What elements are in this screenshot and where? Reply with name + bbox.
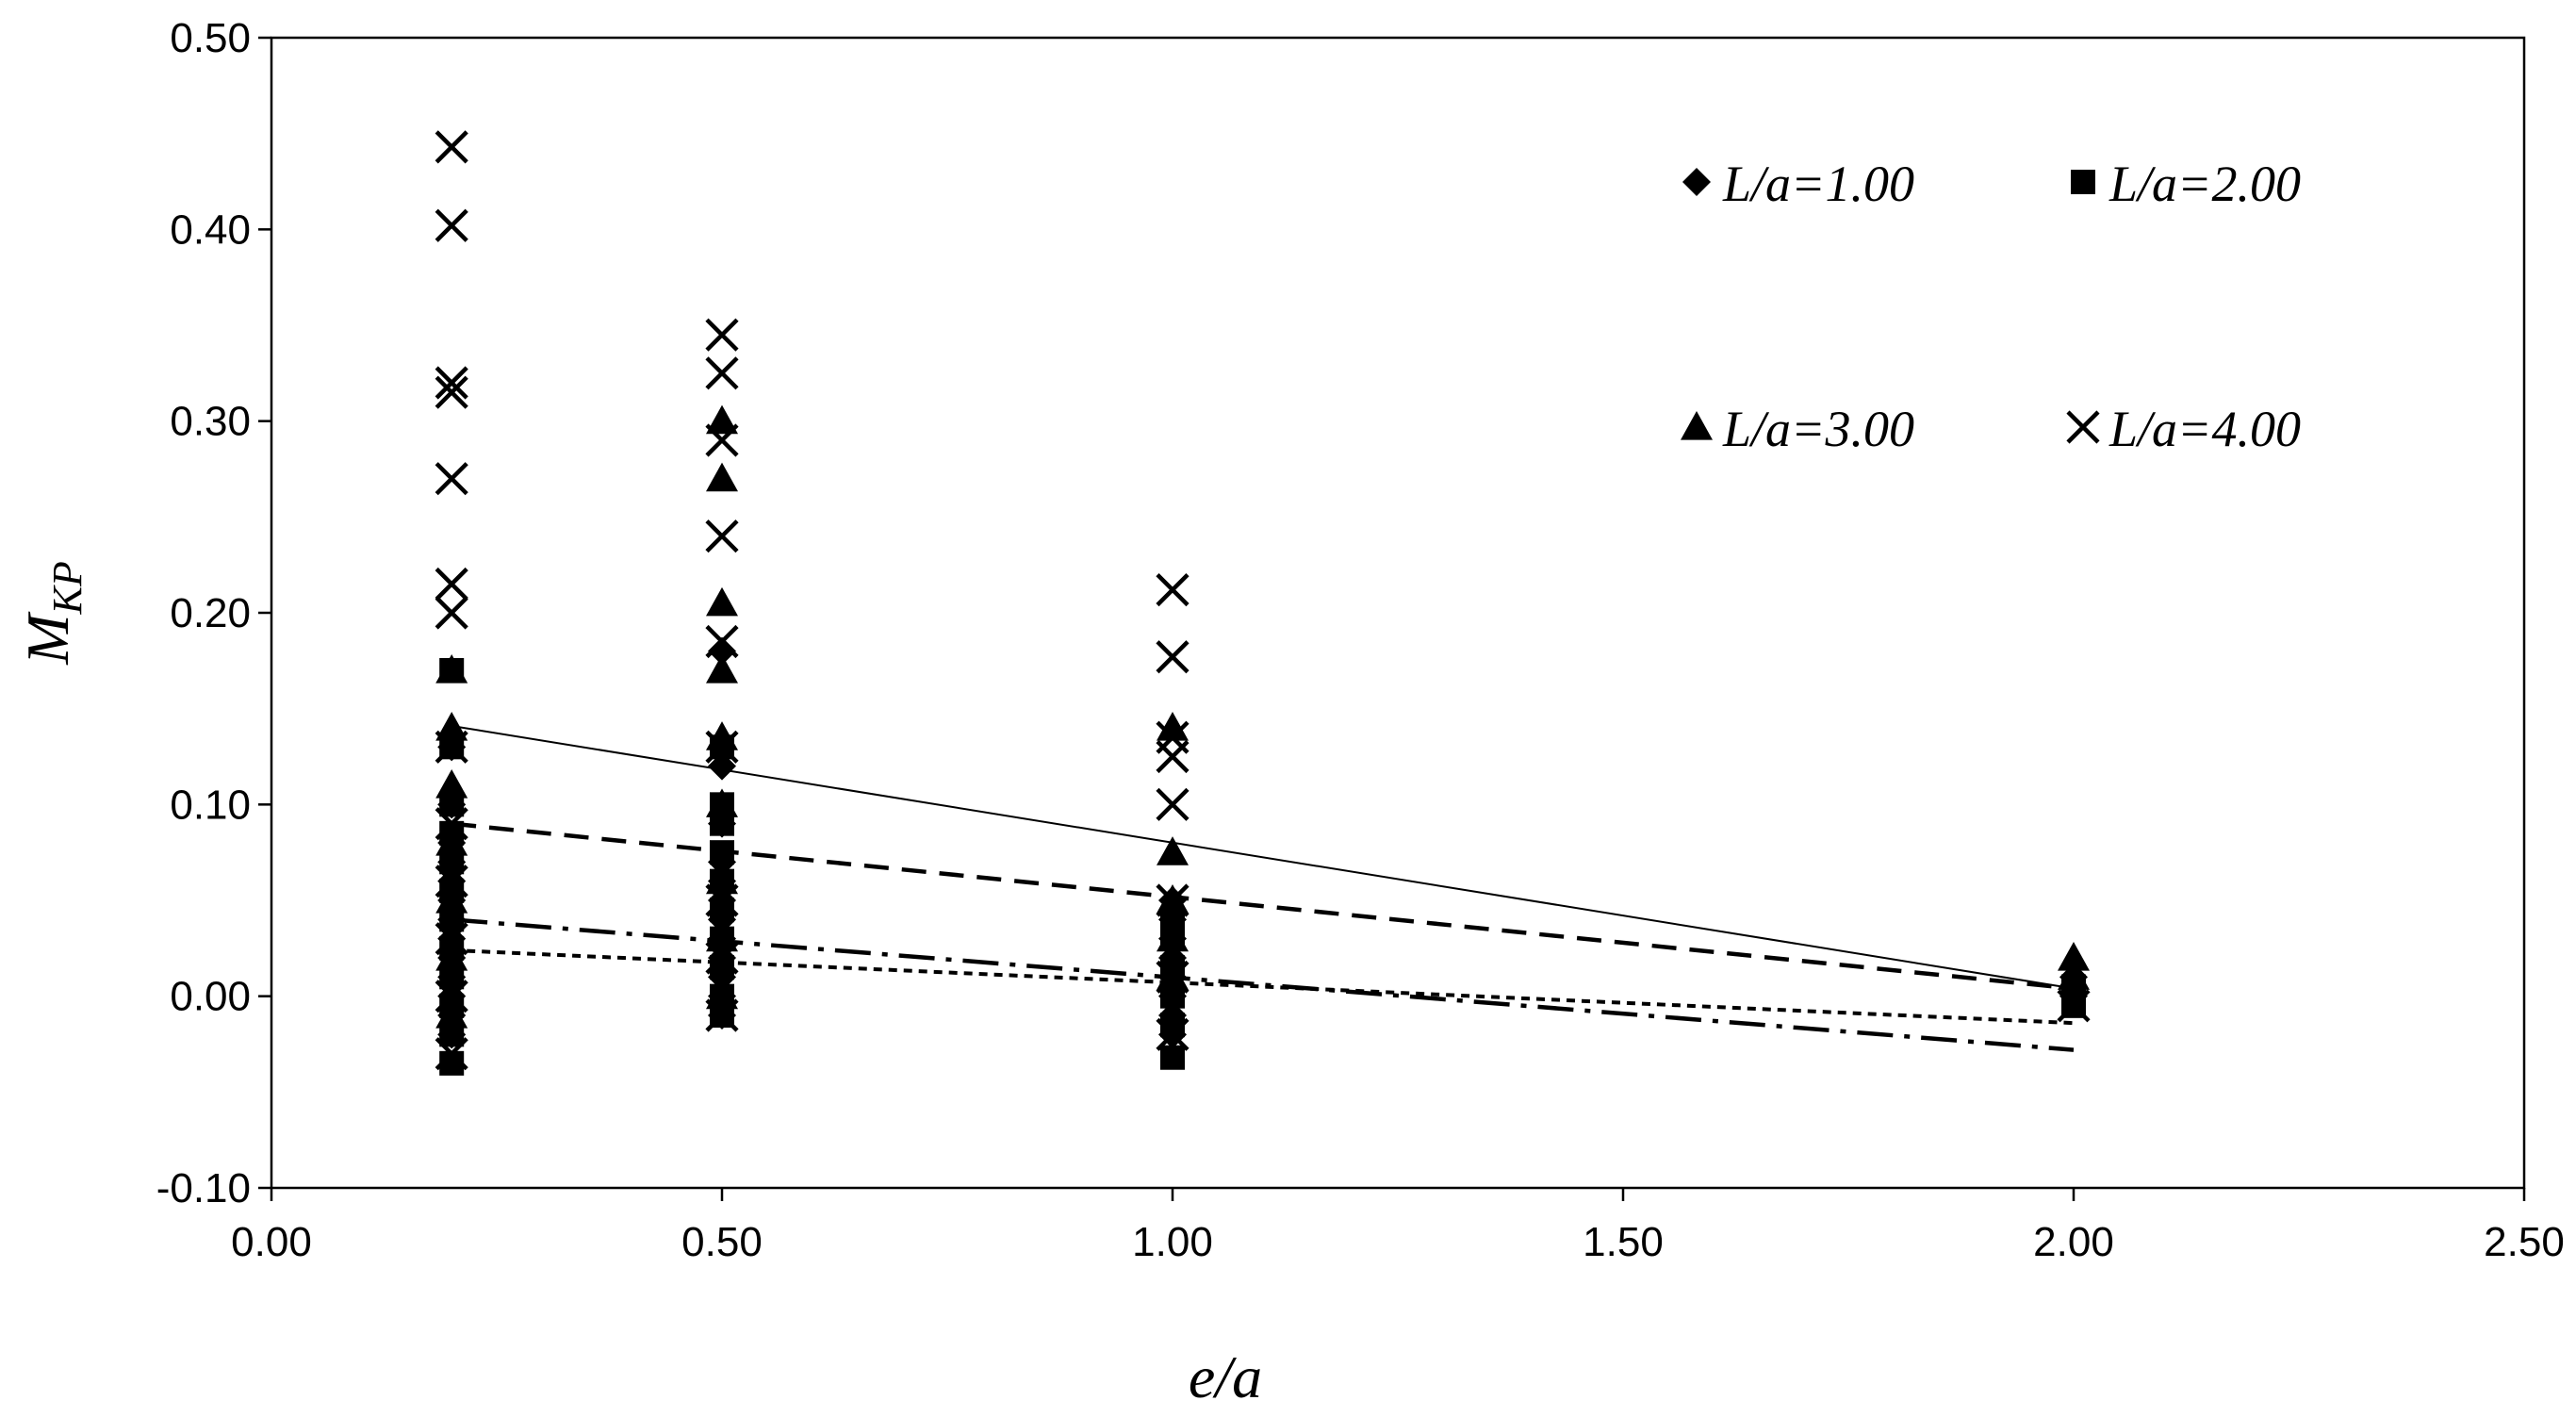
y-tick-label: 0.50 bbox=[170, 15, 251, 61]
legend-marker-diamond bbox=[1682, 168, 1711, 196]
x-tick-label: 0.00 bbox=[231, 1219, 312, 1265]
data-point-x bbox=[1156, 720, 1190, 754]
data-point-x bbox=[435, 375, 468, 409]
y-axis-title-subscript: KP bbox=[44, 561, 90, 615]
x-tick-label: 1.50 bbox=[1583, 1219, 1664, 1265]
data-point-x bbox=[1156, 640, 1190, 674]
data-point-triangle bbox=[706, 865, 738, 895]
data-point-x bbox=[435, 462, 468, 496]
data-point-x bbox=[705, 519, 739, 553]
data-point-triangle bbox=[706, 654, 738, 684]
data-point-x bbox=[435, 730, 468, 764]
data-point-x bbox=[705, 883, 739, 917]
data-point-triangle bbox=[706, 404, 738, 435]
data-point-square bbox=[1160, 1045, 1185, 1070]
data-point-triangle bbox=[1157, 922, 1189, 952]
y-tick-label: -0.10 bbox=[156, 1165, 251, 1211]
data-point-x bbox=[435, 865, 468, 898]
data-point-triangle bbox=[1157, 836, 1189, 865]
data-point-triangle bbox=[435, 999, 468, 1029]
y-tick-label: 0.20 bbox=[170, 590, 251, 636]
data-point-triangle bbox=[706, 788, 738, 817]
legend-marker-triangle bbox=[1681, 411, 1713, 440]
data-point-triangle bbox=[706, 721, 738, 750]
y-tick-label: 0.00 bbox=[170, 974, 251, 1020]
legend-label: L/a=2.00 bbox=[2108, 156, 2301, 212]
trendline-solid bbox=[451, 724, 2075, 990]
legend: L/a=1.00 L/a=2.00 L/a=3.00 L/a=4.00 bbox=[1681, 156, 2301, 457]
y-axis-title: MKP bbox=[14, 561, 90, 666]
data-point-x bbox=[435, 980, 468, 1013]
data-point-x bbox=[705, 941, 739, 975]
x-tick-label: 2.00 bbox=[2033, 1219, 2114, 1265]
trendline-dash-dot bbox=[451, 917, 2075, 1052]
data-point-triangle bbox=[435, 769, 468, 799]
trendline-dashed bbox=[451, 821, 2075, 991]
data-point-x bbox=[705, 730, 739, 764]
x-axis-title: e/a bbox=[1189, 1343, 1262, 1410]
data-point-triangle bbox=[2058, 942, 2090, 971]
legend-marker-x bbox=[2066, 410, 2100, 444]
data-point-x bbox=[435, 130, 468, 164]
data-point-triangle bbox=[2058, 961, 2090, 990]
y-axis-title-main: M bbox=[14, 611, 81, 666]
data-point-x bbox=[2057, 989, 2091, 1023]
y-axis-ticks: -0.10 0.00 0.10 0.20 0.30 0.40 0.50 bbox=[156, 15, 271, 1211]
x-axis-ticks: 0.00 0.50 1.00 1.50 2.00 2.50 bbox=[231, 1188, 2565, 1265]
legend-label: L/a=3.00 bbox=[1722, 401, 1914, 457]
data-point-x bbox=[1156, 883, 1190, 917]
data-point-x bbox=[1156, 1017, 1190, 1051]
data-point-x bbox=[1156, 573, 1190, 607]
data-point-x bbox=[435, 567, 468, 601]
data-point-x bbox=[435, 1037, 468, 1071]
x-tick-label: 2.50 bbox=[2484, 1219, 2565, 1265]
data-point-x bbox=[435, 596, 468, 630]
data-point-x bbox=[705, 318, 739, 352]
data-point-triangle bbox=[435, 827, 468, 856]
y-tick-label: 0.40 bbox=[170, 206, 251, 253]
data-point-triangle bbox=[706, 462, 738, 492]
data-point-x bbox=[705, 423, 739, 457]
data-point-triangle bbox=[1157, 712, 1189, 741]
data-point-triangle bbox=[706, 586, 738, 617]
data-point-triangle bbox=[706, 980, 738, 1010]
y-tick-label: 0.10 bbox=[170, 782, 251, 828]
legend-marker-square bbox=[2071, 170, 2095, 194]
legend-label: L/a=1.00 bbox=[1722, 156, 1914, 212]
data-point-triangle bbox=[435, 884, 468, 914]
data-point-x bbox=[435, 922, 468, 956]
data-point-x bbox=[435, 366, 468, 400]
x-tick-label: 0.50 bbox=[681, 1219, 763, 1265]
data-point-diamond bbox=[708, 636, 736, 666]
y-tick-label: 0.30 bbox=[170, 399, 251, 445]
data-point-triangle bbox=[706, 922, 738, 952]
x-tick-label: 1.00 bbox=[1132, 1219, 1213, 1265]
data-point-triangle bbox=[435, 942, 468, 971]
data-point-x bbox=[435, 208, 468, 242]
data-point-triangle bbox=[435, 654, 468, 684]
data-point-x bbox=[705, 624, 739, 659]
data-point-x bbox=[705, 356, 739, 390]
data-point-x bbox=[1156, 787, 1190, 821]
legend-label: L/a=4.00 bbox=[2108, 401, 2301, 457]
trendlines bbox=[451, 724, 2075, 1052]
data-point-x bbox=[705, 998, 739, 1032]
